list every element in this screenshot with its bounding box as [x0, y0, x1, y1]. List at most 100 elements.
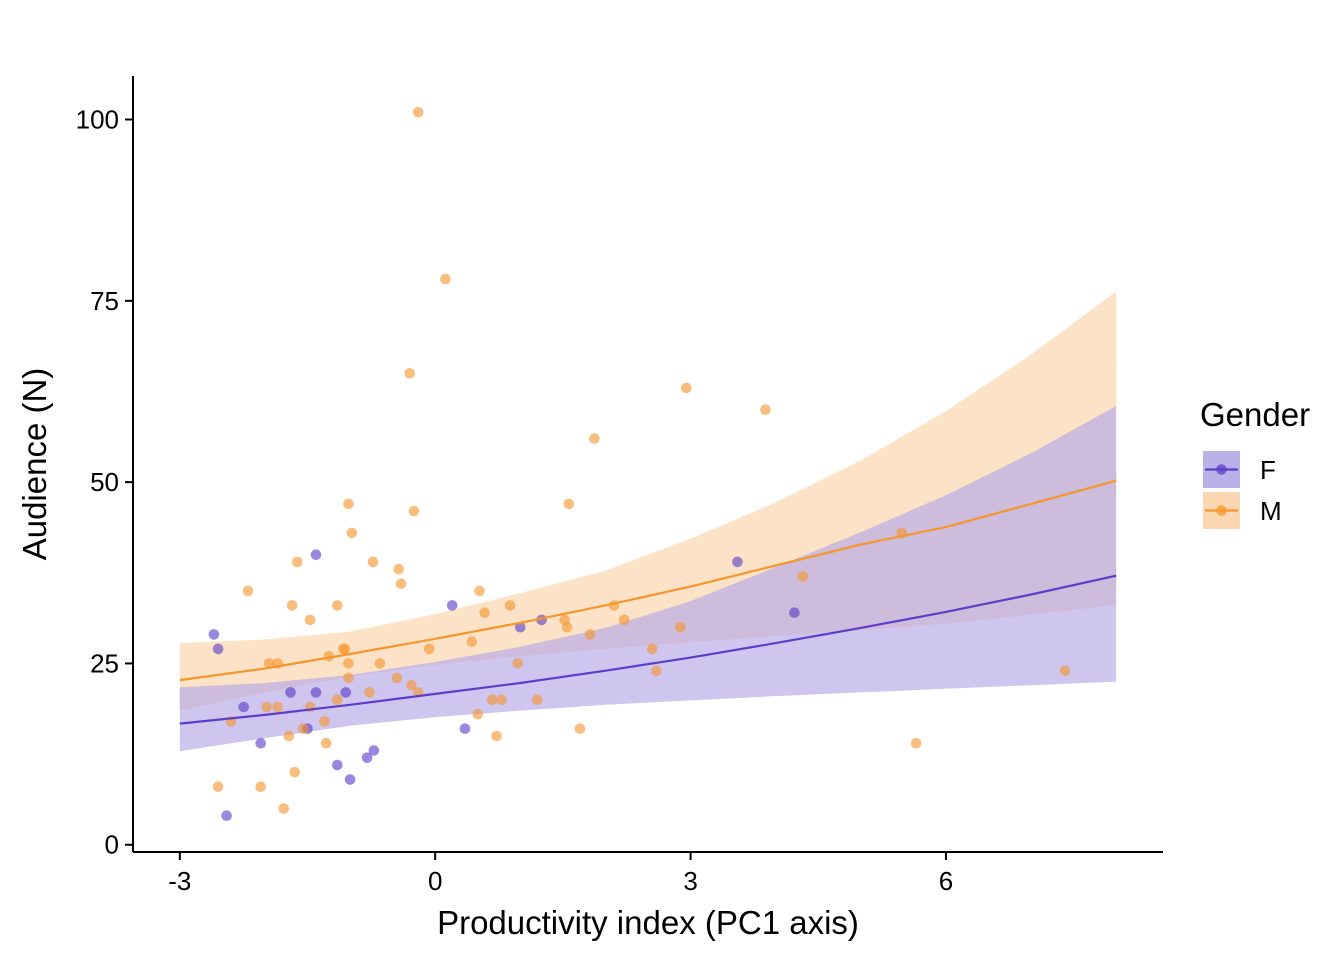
y-tick-label: 75 [90, 286, 119, 316]
point-M [910, 737, 922, 749]
point-F [255, 737, 266, 749]
point-F [310, 687, 322, 698]
point-M [304, 614, 316, 626]
point-F [208, 629, 220, 640]
legend-label-M: M [1260, 496, 1282, 526]
legend-label-F: F [1260, 455, 1276, 485]
point-M [512, 658, 524, 669]
data-points [208, 107, 1071, 821]
point-M [332, 694, 343, 705]
point-M [474, 585, 485, 597]
point-F [285, 687, 296, 698]
point-M [423, 643, 435, 655]
point-M [647, 643, 658, 655]
point-F [310, 549, 322, 560]
point-M [391, 672, 403, 684]
point-M [343, 498, 354, 510]
x-tick-label: -3 [168, 866, 191, 896]
legend: Gender FM [1200, 396, 1310, 529]
x-axis-ticks: -3 0 3 6 [168, 852, 953, 896]
point-F [332, 759, 343, 771]
point-F [340, 687, 352, 698]
point-M [346, 527, 358, 539]
fit-lines [179, 479, 1117, 725]
ribbon-F [179, 406, 1117, 752]
point-M [297, 723, 309, 734]
point-M [272, 701, 284, 713]
legend-keys: FM [1203, 451, 1282, 529]
point-F [368, 745, 380, 756]
legend-point-F [1216, 464, 1227, 475]
point-M [760, 404, 771, 415]
point-M [289, 766, 301, 778]
y-tick-label: 0 [105, 830, 119, 860]
y-tick-label: 50 [90, 467, 119, 497]
point-M [466, 636, 478, 647]
point-M [584, 629, 596, 640]
point-F [446, 600, 458, 611]
point-M [332, 600, 343, 611]
point-F [212, 643, 224, 655]
point-M [496, 694, 507, 705]
x-tick-label: 6 [939, 866, 953, 896]
point-M [278, 803, 290, 814]
point-M [561, 621, 573, 633]
point-M [472, 708, 484, 720]
point-M [393, 563, 404, 575]
point-M [412, 107, 424, 118]
point-M [292, 556, 303, 568]
point-M [367, 556, 379, 568]
point-M [1059, 665, 1071, 676]
point-F [732, 556, 743, 568]
point-M [343, 658, 354, 669]
point-M [681, 382, 692, 394]
point-M [404, 368, 416, 379]
y-tick-label: 25 [90, 648, 119, 678]
legend-title: Gender [1200, 396, 1310, 433]
x-tick-label: 0 [428, 866, 442, 896]
point-F [515, 621, 526, 633]
point-F [459, 723, 471, 734]
point-M [408, 505, 420, 517]
legend-point-M [1216, 505, 1227, 516]
y-tick-label: 100 [76, 105, 119, 135]
x-axis-title: Productivity index (PC1 axis) [437, 904, 859, 941]
plot-area [179, 107, 1117, 821]
point-F [221, 810, 232, 821]
point-F [361, 752, 373, 763]
point-F [238, 701, 249, 713]
point-F [344, 774, 356, 785]
y-axis-title: Audience (N) [16, 368, 53, 561]
point-M [395, 578, 407, 589]
point-M [263, 658, 275, 669]
x-tick-label: 3 [683, 866, 697, 896]
point-M [286, 600, 298, 611]
point-M [504, 600, 516, 611]
point-M [589, 433, 600, 444]
point-M [532, 694, 543, 705]
point-M [491, 730, 502, 742]
point-M [574, 723, 586, 734]
point-M [440, 273, 451, 285]
confidence-ribbons [179, 291, 1117, 752]
point-M [319, 716, 330, 727]
point-M [283, 730, 295, 742]
point-M [242, 585, 254, 597]
point-M [255, 781, 266, 792]
point-M [320, 737, 332, 749]
point-M [343, 672, 354, 684]
point-M [651, 665, 662, 676]
point-M [374, 658, 386, 669]
point-M [364, 687, 375, 698]
point-F [789, 607, 800, 618]
point-M [618, 614, 630, 626]
y-axis-ticks: 0 25 50 75 100 [76, 105, 133, 860]
point-M [563, 498, 575, 510]
point-M [406, 679, 417, 691]
point-M [212, 781, 224, 792]
fit-line-F [179, 574, 1117, 725]
fit-line-M [179, 479, 1117, 682]
point-M [675, 621, 686, 633]
point-M [261, 701, 272, 713]
